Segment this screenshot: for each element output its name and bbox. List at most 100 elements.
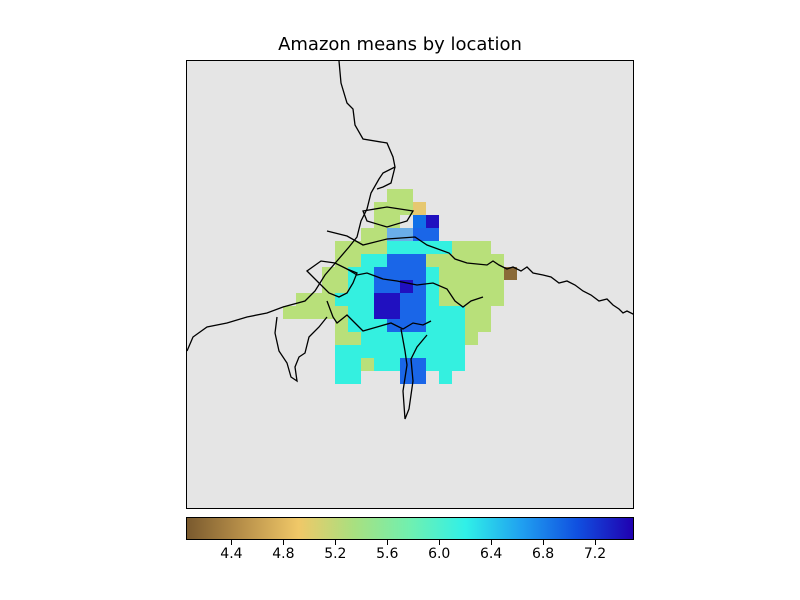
- map-cell: [387, 241, 400, 254]
- map-cell: [452, 280, 465, 293]
- map-cell: [335, 319, 348, 332]
- map-cell: [322, 280, 335, 293]
- map-cell: [387, 358, 400, 371]
- map-cell: [400, 254, 413, 267]
- map-cell: [465, 319, 478, 332]
- map-cell: [322, 293, 335, 306]
- map-cell: [452, 306, 465, 319]
- map-cell: [465, 280, 478, 293]
- colorbar-tick: [491, 540, 493, 545]
- map-cell: [413, 228, 426, 241]
- colorbar-tick: [439, 540, 441, 545]
- map-cell: [335, 241, 348, 254]
- map-cell: [413, 293, 426, 306]
- map-cell: [426, 293, 439, 306]
- map-cell: [465, 267, 478, 280]
- map-cell: [387, 319, 400, 332]
- map-cell: [387, 280, 400, 293]
- map-cell: [361, 358, 374, 371]
- map-cell: [361, 254, 374, 267]
- map-cell: [348, 280, 361, 293]
- map-cell: [348, 306, 361, 319]
- map-cell: [374, 358, 387, 371]
- map-cell: [400, 345, 413, 358]
- map-cell: [426, 267, 439, 280]
- map-cell: [439, 254, 452, 267]
- map-cell: [491, 267, 504, 280]
- map-cell: [426, 228, 439, 241]
- map-cell: [413, 215, 426, 228]
- map-cell: [335, 293, 348, 306]
- map-cell: [387, 332, 400, 345]
- map-cell: [348, 371, 361, 384]
- colorbar-tick-label: 4.8: [272, 546, 295, 562]
- map-cell: [374, 280, 387, 293]
- map-cell: [348, 319, 361, 332]
- map-cell: [439, 332, 452, 345]
- map-cell: [335, 358, 348, 371]
- map-cell: [348, 358, 361, 371]
- map-cell: [413, 280, 426, 293]
- map-cell: [335, 332, 348, 345]
- map-cell: [413, 358, 426, 371]
- map-cell: [439, 358, 452, 371]
- colorbar-tick-label: 6.4: [480, 546, 503, 562]
- map-cell: [348, 254, 361, 267]
- map-cell: [478, 280, 491, 293]
- map-cell: [465, 306, 478, 319]
- map-cell: [283, 306, 296, 319]
- map-cell: [478, 293, 491, 306]
- map-cell: [400, 189, 413, 202]
- map-cell: [361, 332, 374, 345]
- colorbar-tick-label: 5.2: [324, 546, 347, 562]
- colorbar-tick: [231, 540, 233, 545]
- colorbar-tick-label: 4.4: [220, 546, 243, 562]
- map-cell: [387, 267, 400, 280]
- map-cell: [309, 293, 322, 306]
- colorbar-tick: [595, 540, 597, 545]
- map-cell: [413, 202, 426, 215]
- map-cell: [478, 319, 491, 332]
- map-cell: [374, 228, 387, 241]
- map-cell: [439, 293, 452, 306]
- map-cell: [413, 254, 426, 267]
- map-cell: [439, 345, 452, 358]
- map-cell: [465, 241, 478, 254]
- map-cell: [400, 202, 413, 215]
- map-cell: [413, 371, 426, 384]
- coastline: [400, 328, 428, 420]
- map-cell: [374, 293, 387, 306]
- map-cell: [374, 332, 387, 345]
- map-cell: [426, 280, 439, 293]
- map-cell: [426, 332, 439, 345]
- map-cell: [413, 319, 426, 332]
- map-cell: [452, 319, 465, 332]
- colorbar-ticks: 4.4 4.8 5.2 5.6 6.0 6.4 6.8 7.2: [186, 540, 634, 570]
- coastline: [274, 316, 328, 383]
- map-cell: [400, 293, 413, 306]
- colorbar-tick: [335, 540, 337, 545]
- map-cell: [322, 267, 335, 280]
- map-cell: [439, 267, 452, 280]
- map-cell: [387, 254, 400, 267]
- map-cell: [335, 345, 348, 358]
- colorbar-tick: [283, 540, 285, 545]
- coastline: [362, 206, 415, 228]
- map-cell: [348, 345, 361, 358]
- coastline: [376, 166, 396, 190]
- map-cell: [387, 293, 400, 306]
- map-cell: [387, 306, 400, 319]
- map-cell: [361, 280, 374, 293]
- map-cell: [400, 228, 413, 241]
- map-cell: [361, 345, 374, 358]
- map-cell: [439, 280, 452, 293]
- map-cell: [361, 228, 374, 241]
- map-cell: [400, 319, 413, 332]
- map-cell: [439, 319, 452, 332]
- map-cell: [426, 345, 439, 358]
- map-cell: [452, 293, 465, 306]
- map-cell: [387, 345, 400, 358]
- map-cell: [478, 241, 491, 254]
- colorbar-tick: [387, 540, 389, 545]
- coastline: [346, 268, 484, 308]
